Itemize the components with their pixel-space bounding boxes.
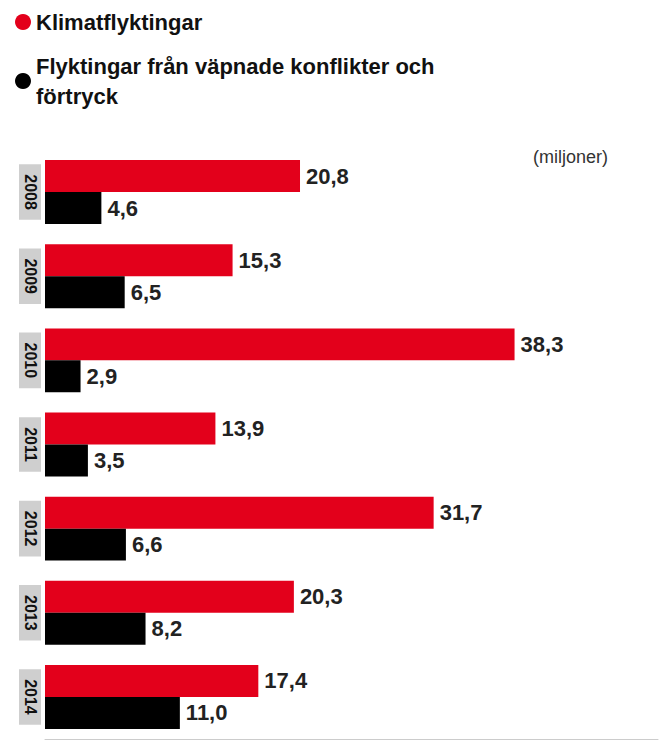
svg-text:15,3: 15,3 [239,248,282,273]
svg-text:4,6: 4,6 [107,196,138,221]
svg-text:2013: 2013 [22,595,39,631]
svg-text:17,4: 17,4 [264,668,308,693]
svg-text:2010: 2010 [22,343,39,379]
svg-text:2008: 2008 [22,174,39,210]
svg-text:2,9: 2,9 [87,364,118,389]
svg-text:2012: 2012 [22,511,39,547]
svg-text:38,3: 38,3 [521,332,564,357]
svg-text:(miljoner): (miljoner) [533,147,608,167]
svg-text:20,3: 20,3 [300,584,343,609]
svg-text:Flyktingar från väpnade konfli: Flyktingar från väpnade konflikter och [36,54,441,79]
svg-text:2009: 2009 [22,258,39,294]
svg-text:6,5: 6,5 [131,280,162,305]
svg-text:3,5: 3,5 [94,448,125,473]
svg-text:11,0: 11,0 [186,700,228,725]
svg-text:förtryck: förtryck [36,84,119,109]
svg-text:20,8: 20,8 [306,164,349,189]
svg-text:13,9: 13,9 [221,416,264,441]
svg-text:Klimatflyktingar: Klimatflyktingar [36,10,203,35]
svg-text:2011: 2011 [22,427,39,462]
svg-text:6,6: 6,6 [132,532,163,557]
svg-text:31,7: 31,7 [440,500,483,525]
svg-text:2014: 2014 [22,679,39,715]
svg-text:8,2: 8,2 [152,616,183,641]
